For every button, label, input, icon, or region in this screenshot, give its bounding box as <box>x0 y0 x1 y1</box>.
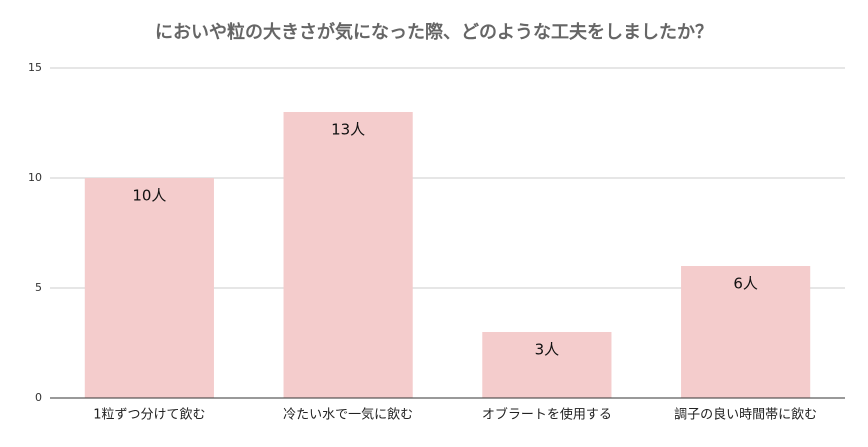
value-label: 13人 <box>331 121 365 139</box>
y-tick-label: 15 <box>28 61 42 74</box>
x-tick-label: 調子の良い時間帯に飲む <box>674 407 817 423</box>
x-tick-label: 冷たい水で一気に飲む <box>283 407 413 423</box>
value-label: 6人 <box>733 275 758 293</box>
bar <box>283 112 413 398</box>
bar <box>84 178 214 398</box>
value-label: 10人 <box>132 187 166 205</box>
x-tick-label: 1粒ずつ分けて飲む <box>93 407 205 423</box>
y-tick-label: 5 <box>35 281 42 294</box>
y-tick-label: 10 <box>28 171 42 184</box>
bar <box>482 332 612 398</box>
chart-title: においや粒の大きさが気になった際、どのような工夫をしましたか？ <box>155 21 713 43</box>
y-tick-label: 0 <box>35 391 42 404</box>
value-label: 3人 <box>535 341 560 359</box>
x-tick-label: オブラートを使用する <box>482 407 612 423</box>
bar <box>681 266 811 398</box>
